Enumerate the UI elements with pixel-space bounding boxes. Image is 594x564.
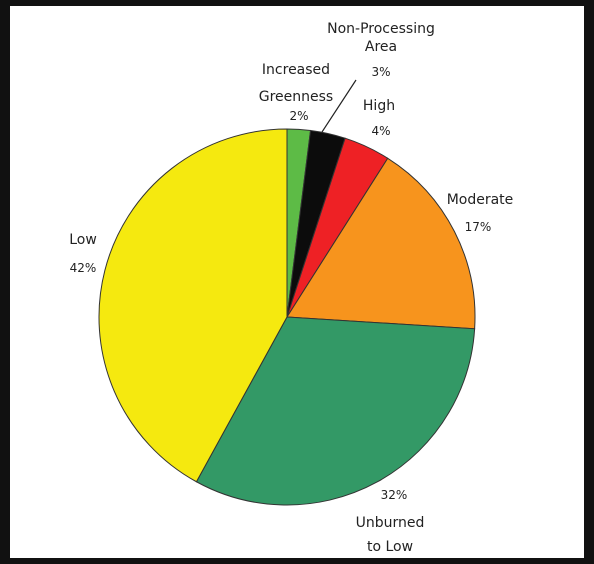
slice-value-label-moderate: 17%: [465, 220, 492, 234]
leader-line-non-processing-area: [321, 79, 357, 133]
slice-value-label-increased-greenness: 2%: [289, 109, 308, 123]
slice-value-label-low: 42%: [70, 261, 97, 275]
slice-label-non-processing-area: Non-Processing: [327, 21, 435, 37]
slice-label-increased-greenness: Greenness: [259, 89, 333, 105]
pie-slice-unburned-to-low: [195, 316, 476, 506]
pie-slice-moderate: [286, 157, 476, 330]
slice-value-label-unburned-to-low: 32%: [381, 488, 408, 502]
slice-label-unburned-to-low: Unburned: [356, 515, 425, 531]
slice-label-low: Low: [69, 232, 97, 248]
slice-label-increased-greenness: Increased: [262, 62, 330, 78]
slice-value-label-high: 4%: [371, 124, 390, 138]
slice-value-label-non-processing-area: 3%: [371, 65, 390, 79]
slice-label-non-processing-area: Area: [365, 39, 397, 55]
slice-label-high: High: [363, 98, 395, 114]
slice-label-unburned-to-low: to Low: [367, 539, 413, 555]
pie-slice-low: [98, 128, 288, 483]
slice-label-moderate: Moderate: [447, 192, 514, 208]
